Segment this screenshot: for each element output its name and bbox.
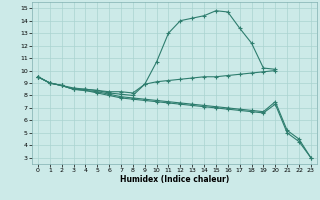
X-axis label: Humidex (Indice chaleur): Humidex (Indice chaleur) [120, 175, 229, 184]
